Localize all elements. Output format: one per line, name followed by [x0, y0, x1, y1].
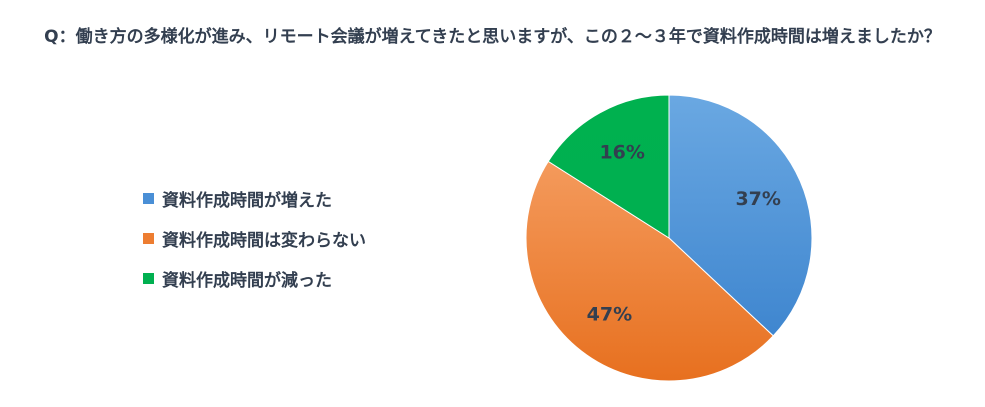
data-label-unchanged: 47% [587, 303, 632, 325]
legend-item-unchanged: 資料作成時間は変わらない [143, 218, 366, 258]
pie-slice-decreased [547, 94, 670, 239]
legend-label-decreased: 資料作成時間が減った [162, 270, 332, 291]
pie-slice-increased [668, 94, 813, 337]
pie-slice-unchanged [525, 160, 774, 382]
legend-swatch-decreased [143, 272, 154, 284]
data-label-decreased: 16% [599, 141, 644, 163]
legend-item-increased: 資料作成時間が増えた [143, 178, 366, 218]
chart-title: Q：働き方の多様化が進み、リモート会議が増えてきたと思いますが、この２～３年で資… [44, 27, 941, 47]
legend-label-unchanged: 資料作成時間は変わらない [162, 230, 366, 251]
legend-swatch-increased [143, 192, 154, 204]
legend-item-decreased: 資料作成時間が減った [143, 258, 366, 298]
legend: 資料作成時間が増えた 資料作成時間は変わらない 資料作成時間が減った [143, 178, 366, 298]
legend-label-increased: 資料作成時間が増えた [162, 190, 332, 211]
legend-swatch-unchanged [143, 232, 154, 244]
data-label-increased: 37% [735, 188, 780, 210]
